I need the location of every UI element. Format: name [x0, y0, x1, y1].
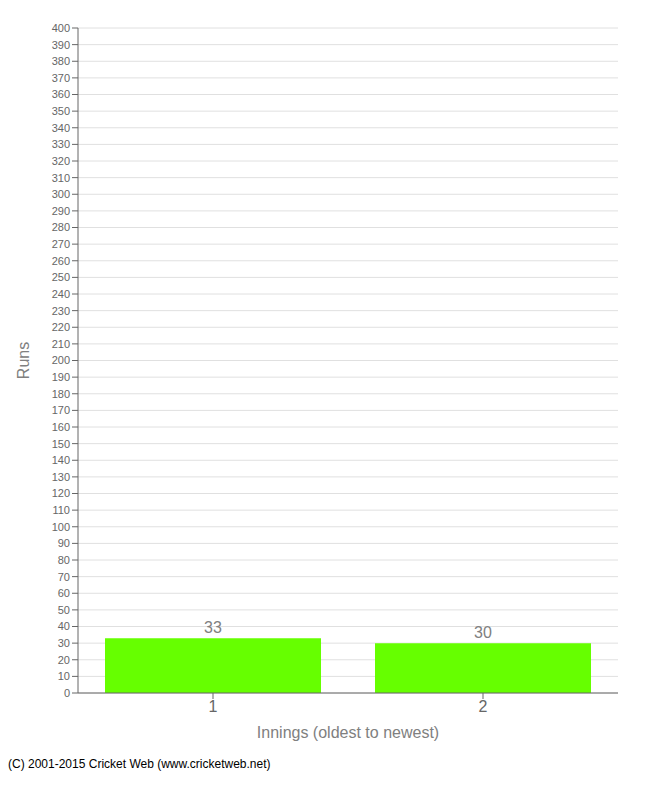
svg-text:250: 250	[52, 271, 70, 283]
svg-text:Innings (oldest to newest): Innings (oldest to newest)	[257, 724, 439, 741]
svg-text:210: 210	[52, 338, 70, 350]
svg-text:350: 350	[52, 105, 70, 117]
svg-text:260: 260	[52, 255, 70, 267]
svg-text:140: 140	[52, 454, 70, 466]
svg-text:240: 240	[52, 288, 70, 300]
svg-text:120: 120	[52, 487, 70, 499]
svg-text:30: 30	[474, 624, 492, 641]
svg-text:160: 160	[52, 421, 70, 433]
svg-text:220: 220	[52, 321, 70, 333]
svg-text:20: 20	[58, 654, 70, 666]
svg-text:2: 2	[479, 698, 488, 715]
svg-text:150: 150	[52, 438, 70, 450]
svg-text:Runs: Runs	[15, 342, 32, 379]
svg-text:300: 300	[52, 188, 70, 200]
svg-text:340: 340	[52, 122, 70, 134]
svg-text:270: 270	[52, 238, 70, 250]
svg-text:280: 280	[52, 221, 70, 233]
svg-text:370: 370	[52, 72, 70, 84]
svg-text:90: 90	[58, 537, 70, 549]
svg-text:390: 390	[52, 39, 70, 51]
svg-text:1: 1	[209, 698, 218, 715]
svg-text:110: 110	[52, 504, 70, 516]
svg-text:33: 33	[204, 619, 222, 636]
svg-text:380: 380	[52, 55, 70, 67]
svg-text:60: 60	[58, 587, 70, 599]
svg-text:10: 10	[58, 670, 70, 682]
svg-text:400: 400	[52, 22, 70, 34]
svg-text:320: 320	[52, 155, 70, 167]
svg-text:200: 200	[52, 354, 70, 366]
svg-text:80: 80	[58, 554, 70, 566]
svg-text:0: 0	[64, 687, 70, 699]
svg-text:230: 230	[52, 305, 70, 317]
svg-text:190: 190	[52, 371, 70, 383]
html-text:(C) 2001-2015 Cricket Web (www: (C) 2001-2015 Cricket Web (www.cricketwe…	[8, 757, 271, 771]
svg-text:130: 130	[52, 471, 70, 483]
svg-text:290: 290	[52, 205, 70, 217]
svg-text:330: 330	[52, 138, 70, 150]
svg-text:100: 100	[52, 521, 70, 533]
svg-text:70: 70	[58, 571, 70, 583]
svg-text:30: 30	[58, 637, 70, 649]
svg-text:360: 360	[52, 88, 70, 100]
svg-text:310: 310	[52, 172, 70, 184]
svg-text:40: 40	[58, 620, 70, 632]
svg-text:170: 170	[52, 404, 70, 416]
svg-text:50: 50	[58, 604, 70, 616]
svg-text:180: 180	[52, 388, 70, 400]
